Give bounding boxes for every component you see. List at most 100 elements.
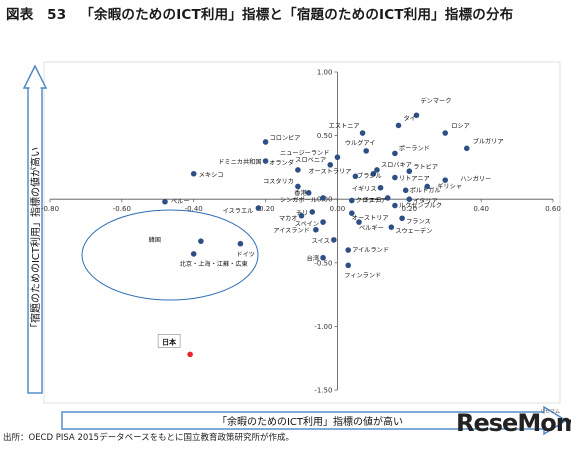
x-axis-label: 「余暇のためのICT利用」指標の値が高い — [217, 415, 403, 428]
data-point — [374, 167, 380, 173]
data-point — [298, 212, 305, 219]
point-label: スウェーデン — [395, 227, 432, 235]
point-label: アイスランド — [273, 228, 310, 235]
point-label: コロンビア — [270, 134, 301, 142]
point-label: スロベニア — [295, 157, 326, 164]
point-label: マカオ — [279, 216, 298, 223]
y-arrow — [22, 64, 48, 394]
data-point — [442, 177, 449, 183]
point-label: オランダ — [269, 159, 294, 167]
data-point — [356, 219, 362, 225]
point-label: チェコ — [363, 197, 382, 204]
data-point — [255, 205, 262, 211]
point-label: ドイツ — [236, 252, 255, 259]
point-label: フランス — [406, 218, 431, 225]
figure-number: 図表 53 — [6, 7, 67, 23]
point-label: イタリア — [413, 197, 438, 205]
data-point — [359, 130, 366, 136]
data-point — [384, 195, 391, 201]
point-label: アイルランド — [352, 247, 389, 254]
point-label: リトアニア — [399, 176, 430, 183]
point-label: ペルー — [171, 199, 190, 206]
point-label: ポルトガル — [410, 186, 441, 194]
logo-subtext: リセマム — [540, 409, 561, 415]
data-point — [388, 224, 395, 230]
data-point — [442, 130, 449, 136]
data-point — [392, 174, 398, 181]
point-label: ハンガリー — [460, 175, 491, 183]
point-label: スロバキア — [381, 162, 412, 169]
point-label: 韓国 — [149, 236, 161, 244]
point-label: イギリス — [352, 186, 377, 193]
data-point — [320, 219, 326, 225]
point-label: ラトビア — [413, 163, 438, 171]
x-tick-label: 0.00 — [330, 205, 346, 213]
data-point — [262, 158, 269, 164]
data-point — [370, 170, 377, 177]
data-point — [295, 167, 301, 173]
data-point — [352, 173, 359, 180]
data-point — [349, 210, 355, 216]
point-label: シンガポール — [280, 196, 317, 204]
chart-title: 図表 53 「余暇のためのICT利用」指標と「宿題のためのICT利用」指標の分布 — [6, 3, 566, 25]
point-label: ロシア — [451, 123, 470, 130]
japan-label-box — [157, 334, 181, 348]
data-point — [187, 351, 193, 358]
y-axis-label: 「宿題のためのICT利用」指標の値が高い — [29, 147, 42, 333]
y-tick-label: 0.50 — [317, 132, 333, 140]
point-label: イスラエル — [223, 208, 254, 215]
data-point — [395, 122, 402, 129]
point-label: デンマーク — [420, 97, 451, 105]
data-point — [327, 162, 334, 168]
data-point — [402, 187, 409, 194]
point-label: ギリシャ — [437, 183, 462, 190]
point-label: オーストラリア — [308, 168, 351, 175]
x-tick-label: -0.20 — [257, 205, 275, 213]
data-point — [320, 195, 326, 201]
point-label: 日本 — [162, 337, 176, 346]
point-label: ポーランド — [399, 144, 430, 152]
data-point — [392, 202, 398, 209]
data-point — [406, 196, 413, 202]
point-label: ウルグアイ — [345, 139, 376, 147]
point-label: 台湾 — [307, 255, 319, 263]
data-point — [320, 254, 326, 261]
x-tick-label: 0.40 — [473, 205, 489, 213]
data-point — [345, 262, 352, 269]
data-point — [334, 154, 341, 161]
data-point — [377, 184, 384, 191]
point-label: クロアチア — [356, 197, 387, 204]
y-tick-label: -0.50 — [314, 259, 332, 267]
point-label: スペイン — [295, 221, 319, 228]
point-label: 北京・上海・江蘇・広東 — [180, 260, 248, 268]
data-point — [313, 226, 319, 233]
data-point — [262, 139, 269, 145]
data-point — [162, 198, 168, 205]
x-arrow — [61, 405, 568, 436]
point-label: ブルガリア — [473, 137, 504, 145]
point-label: ドミニカ共和国 — [218, 158, 261, 166]
data-point — [399, 215, 405, 222]
data-point — [309, 209, 316, 215]
data-point — [331, 237, 337, 243]
data-point — [413, 112, 420, 119]
point-label: エストニア — [329, 123, 360, 130]
y-tick-label: 1.00 — [317, 69, 333, 77]
data-point — [345, 247, 352, 253]
x-tick-label: -0.60 — [113, 205, 131, 213]
x-tick-label: 0.20 — [401, 205, 417, 213]
resemom-logo: ReseMom — [456, 409, 571, 437]
data-point — [363, 148, 369, 154]
point-label: 香港 — [294, 189, 307, 197]
point-label: フィンランド — [344, 272, 381, 279]
data-point — [198, 238, 204, 244]
y-tick-label: -1.50 — [314, 387, 332, 395]
point-label: タイ — [404, 114, 416, 122]
plot-frame — [43, 61, 561, 404]
data-point — [305, 190, 312, 196]
source-note: 出所：OECD PISA 2015データベースをもとに国立教育政策研究所が作成。 — [3, 433, 294, 443]
data-point — [349, 197, 355, 204]
data-point — [406, 168, 413, 175]
data-point — [463, 145, 470, 152]
